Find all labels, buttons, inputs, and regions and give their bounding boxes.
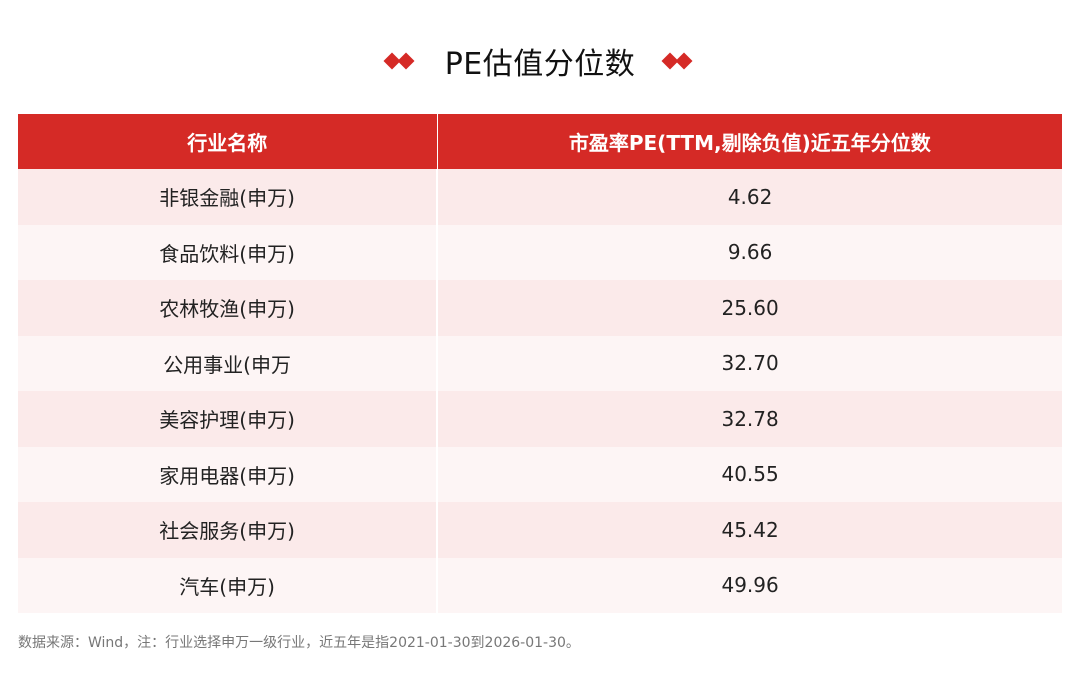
- header-industry: 行业名称: [18, 114, 438, 169]
- industry-cell: 美容护理(申万): [18, 391, 439, 447]
- header-pe-percentile: 市盈率PE(TTM,剔除负值)近五年分位数: [568, 131, 931, 155]
- table-row: 食品饮料(申万) 9.66: [18, 224, 1062, 280]
- value-cell: 9.66: [727, 240, 773, 265]
- industry-cell: 非银金融(申万): [18, 169, 439, 225]
- table-row: 公用事业(申万 32.70: [18, 335, 1062, 391]
- double-diamond-icon: [383, 49, 419, 73]
- industry-cell: 食品饮料(申万): [18, 224, 439, 280]
- table-row: 美容护理(申万) 32.78: [18, 391, 1062, 447]
- value-cell: 49.96: [721, 573, 779, 598]
- value-cell: 40.55: [721, 462, 779, 487]
- value-cell: 32.70: [721, 351, 779, 376]
- industry-cell: 农林牧渔(申万): [18, 280, 439, 336]
- industry-cell: 公用事业(申万: [18, 335, 439, 391]
- page-title: PE估值分位数: [444, 47, 636, 82]
- value-cell: 45.42: [721, 517, 779, 542]
- value-cell: 4.62: [727, 184, 773, 209]
- diamond-shape: [397, 52, 415, 70]
- industry-cell: 汽车(申万): [18, 557, 439, 613]
- pe-percentile-table: 行业名称 市盈率PE(TTM,剔除负值)近五年分位数 非银金融(申万) 4.62…: [18, 114, 1062, 613]
- industry-cell: 社会服务(申万): [18, 502, 439, 558]
- value-cell: 25.60: [721, 295, 779, 320]
- table-row: 农林牧渔(申万) 25.60: [18, 280, 1062, 336]
- double-diamond-icon: [661, 49, 697, 73]
- diamond-shape: [675, 52, 693, 70]
- title-row: PE估值分位数: [0, 36, 1080, 86]
- industry-cell: 家用电器(申万): [18, 446, 439, 502]
- table-header: 行业名称 市盈率PE(TTM,剔除负值)近五年分位数: [18, 114, 1062, 169]
- table-row: 家用电器(申万) 40.55: [18, 446, 1062, 502]
- table-row: 非银金融(申万) 4.62: [18, 169, 1062, 225]
- table-row: 汽车(申万) 49.96: [18, 557, 1062, 613]
- value-cell: 32.78: [721, 406, 779, 431]
- data-source-footnote: 数据来源：Wind，注：行业选择申万一级行业，近五年是指2021-01-30到2…: [18, 635, 580, 651]
- table-row: 社会服务(申万) 45.42: [18, 502, 1062, 558]
